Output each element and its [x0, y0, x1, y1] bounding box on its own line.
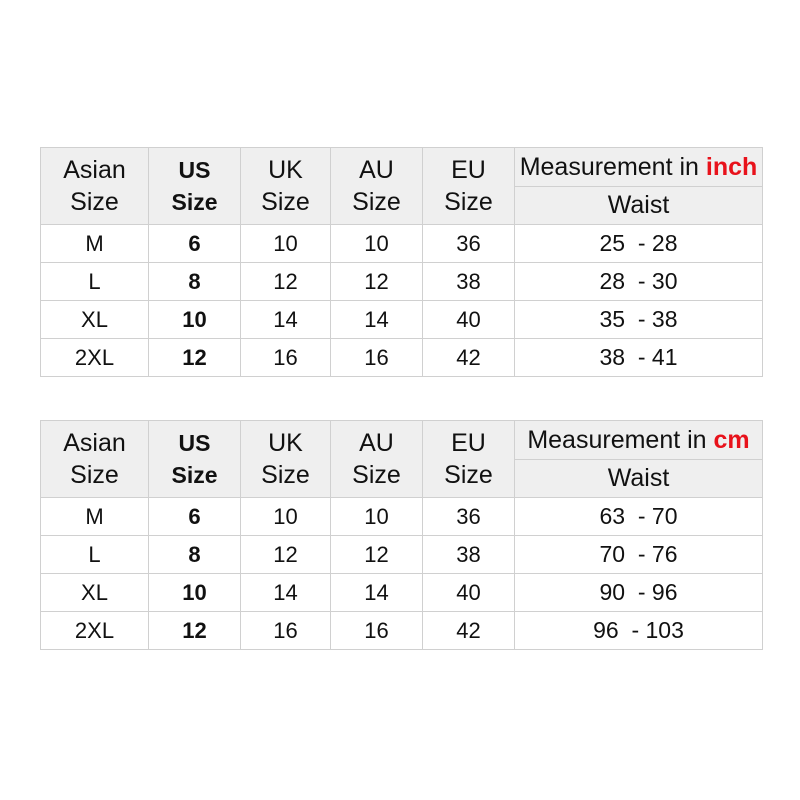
- header-row: Asian Size US Size UK Size AU Size EU Size Me…: [40, 147, 763, 225]
- size-chart-cm-table: Asian Size US Size UK Size AU Size EU Size Me…: [40, 420, 763, 650]
- cell-eu: 42: [422, 338, 515, 377]
- cell-au: 16: [330, 338, 423, 377]
- header-uk-size: UK Size: [240, 147, 331, 225]
- cell-au: 14: [330, 573, 423, 612]
- header-asian-size: Asian Size: [40, 147, 149, 225]
- measurement-prefix: Measurement in: [527, 425, 714, 454]
- cell-asian: L: [40, 535, 149, 574]
- cell-waist: 38 - 41: [514, 338, 763, 377]
- table-row: L 8 12 12 38 70 - 76: [40, 535, 763, 574]
- cell-asian: 2XL: [40, 611, 149, 650]
- cell-us: 12: [148, 338, 241, 377]
- table-row: 2XL 12 16 16 42 38 - 41: [40, 338, 763, 377]
- header-asian-size: Asian Size: [40, 420, 149, 498]
- cell-eu: 36: [422, 224, 515, 263]
- header-label: US Size: [171, 157, 218, 215]
- measurement-unit: cm: [713, 425, 750, 454]
- cell-eu: 40: [422, 300, 515, 339]
- header-us-size: US Size: [148, 147, 241, 225]
- cell-au: 12: [330, 535, 423, 574]
- cell-uk: 10: [240, 224, 331, 263]
- cell-waist: 25 - 28: [514, 224, 763, 263]
- cell-waist: 70 - 76: [514, 535, 763, 574]
- header-uk-size: UK Size: [240, 420, 331, 498]
- measurement-unit: inch: [705, 152, 758, 181]
- header-waist: Waist: [514, 185, 763, 225]
- cell-eu: 38: [422, 535, 515, 574]
- cell-asian: XL: [40, 573, 149, 612]
- cell-au: 14: [330, 300, 423, 339]
- cell-uk: 12: [240, 535, 331, 574]
- cell-eu: 36: [422, 497, 515, 536]
- header-eu-size: EU Size: [422, 420, 515, 498]
- cell-au: 12: [330, 262, 423, 301]
- cell-asian: XL: [40, 300, 149, 339]
- cell-us: 8: [148, 262, 241, 301]
- header-label: UK Size: [261, 429, 310, 489]
- size-chart-inch-table: Asian Size US Size UK Size AU Size EU Size Me…: [40, 147, 763, 377]
- cell-uk: 14: [240, 300, 331, 339]
- cell-waist: 90 - 96: [514, 573, 763, 612]
- header-label: US Size: [171, 430, 218, 488]
- header-label: Asian Size: [63, 429, 126, 489]
- cell-asian: L: [40, 262, 149, 301]
- table-row: M 6 10 10 36 63 - 70: [40, 497, 763, 536]
- cell-waist: 96 - 103: [514, 611, 763, 650]
- header-label: EU Size: [444, 429, 493, 489]
- cell-us: 10: [148, 573, 241, 612]
- cell-au: 10: [330, 224, 423, 263]
- table-row: 2XL 12 16 16 42 96 - 103: [40, 611, 763, 650]
- cell-uk: 14: [240, 573, 331, 612]
- cell-uk: 12: [240, 262, 331, 301]
- header-row: Asian Size US Size UK Size AU Size EU Size Me…: [40, 420, 763, 498]
- header-measurement: Measurement in cm: [514, 420, 763, 460]
- cell-waist: 63 - 70: [514, 497, 763, 536]
- header-us-size: US Size: [148, 420, 241, 498]
- cell-us: 12: [148, 611, 241, 650]
- cell-us: 8: [148, 535, 241, 574]
- cell-eu: 40: [422, 573, 515, 612]
- cell-us: 10: [148, 300, 241, 339]
- header-eu-size: EU Size: [422, 147, 515, 225]
- header-label: EU Size: [444, 156, 493, 216]
- cell-waist: 28 - 30: [514, 262, 763, 301]
- header-label: AU Size: [352, 429, 401, 489]
- table-row: XL 10 14 14 40 90 - 96: [40, 573, 763, 612]
- cell-waist: 35 - 38: [514, 300, 763, 339]
- table-row: M 6 10 10 36 25 - 28: [40, 224, 763, 263]
- cell-us: 6: [148, 224, 241, 263]
- cell-au: 10: [330, 497, 423, 536]
- header-au-size: AU Size: [330, 420, 423, 498]
- header-au-size: AU Size: [330, 147, 423, 225]
- header-label: Asian Size: [63, 156, 126, 216]
- cell-uk: 10: [240, 497, 331, 536]
- header-measurement: Measurement in inch: [514, 147, 763, 187]
- cell-uk: 16: [240, 338, 331, 377]
- cell-asian: M: [40, 224, 149, 263]
- cell-au: 16: [330, 611, 423, 650]
- table-row: XL 10 14 14 40 35 - 38: [40, 300, 763, 339]
- cell-asian: M: [40, 497, 149, 536]
- table-row: L 8 12 12 38 28 - 30: [40, 262, 763, 301]
- measurement-prefix: Measurement in: [519, 152, 706, 181]
- cell-eu: 38: [422, 262, 515, 301]
- header-waist: Waist: [514, 458, 763, 498]
- cell-eu: 42: [422, 611, 515, 650]
- header-label: UK Size: [261, 156, 310, 216]
- cell-uk: 16: [240, 611, 331, 650]
- cell-us: 6: [148, 497, 241, 536]
- header-label: AU Size: [352, 156, 401, 216]
- cell-asian: 2XL: [40, 338, 149, 377]
